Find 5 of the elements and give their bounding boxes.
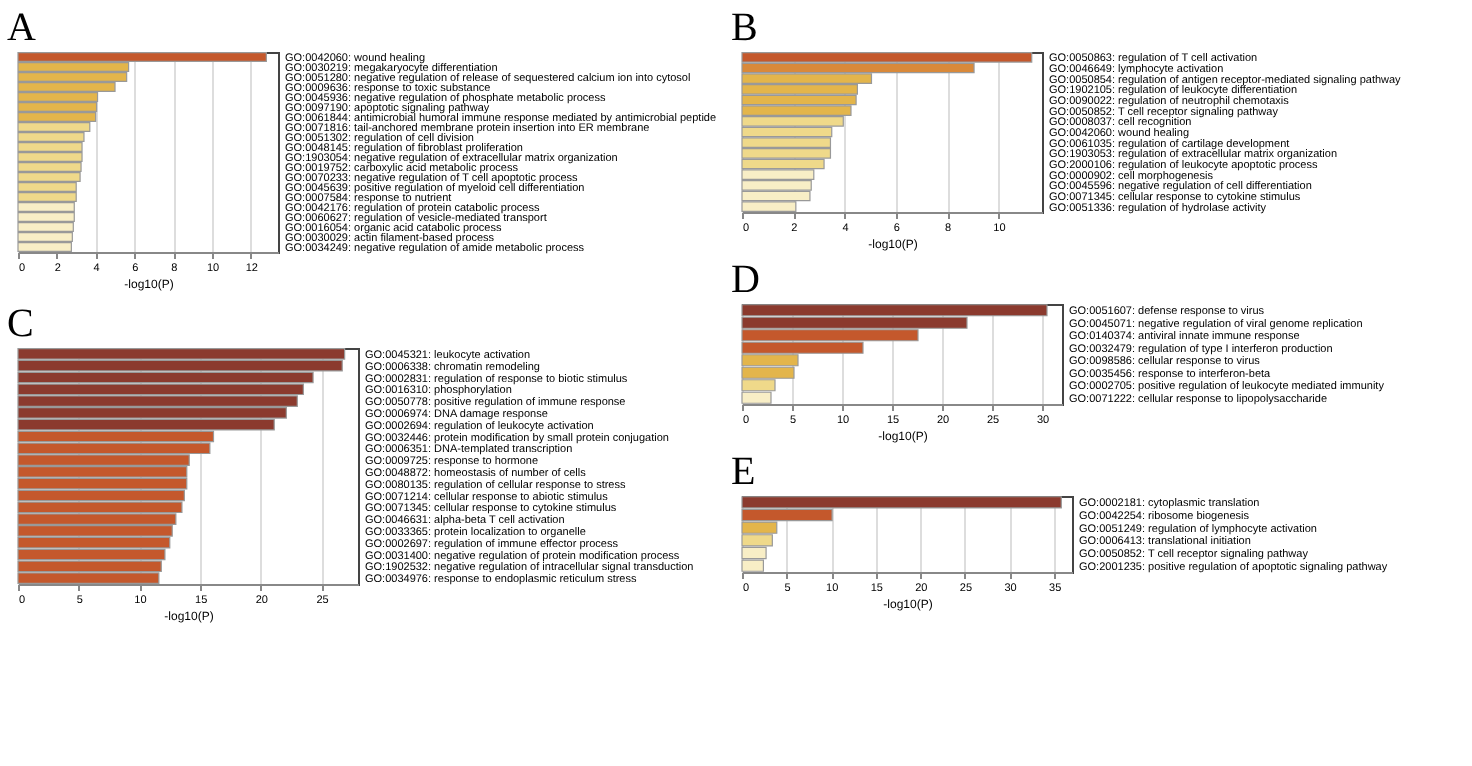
chart-title: D xyxy=(731,258,760,302)
chart-title: C xyxy=(7,302,34,346)
chart-title: A xyxy=(7,6,37,50)
chart-title: B xyxy=(731,6,758,50)
chart-title: E xyxy=(731,450,756,494)
